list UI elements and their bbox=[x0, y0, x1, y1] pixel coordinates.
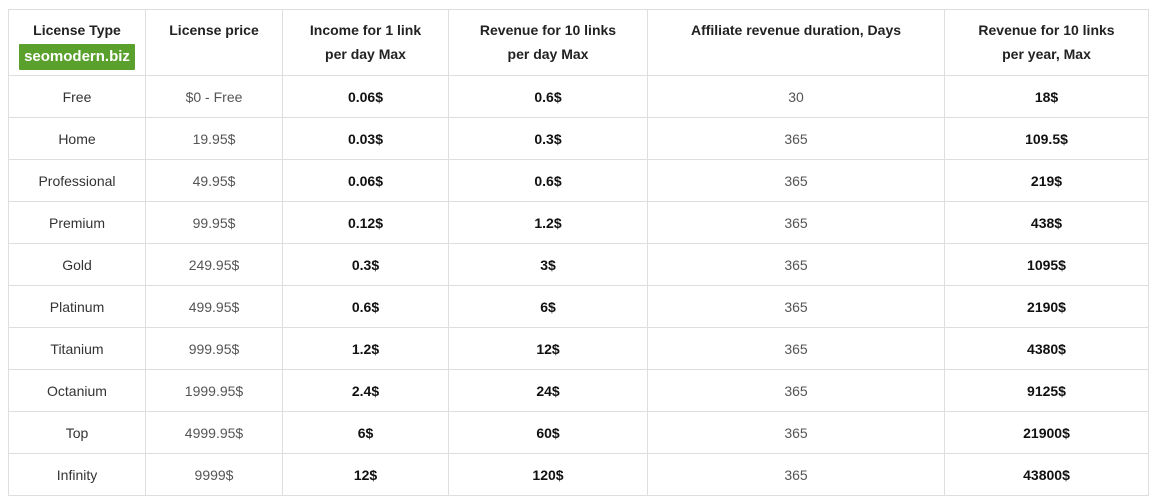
cell-license-type: Top bbox=[8, 411, 146, 454]
cell-revenue-10-links-day: 0.6$ bbox=[448, 75, 648, 118]
cell-revenue-10-links-day: 120$ bbox=[448, 453, 648, 496]
table-row: Titanium 999.95$ 1.2$ 12$ 365 4380$ bbox=[8, 327, 1149, 370]
table-row: Platinum 499.95$ 0.6$ 6$ 365 2190$ bbox=[8, 285, 1149, 328]
cell-income-1-link: 0.03$ bbox=[282, 117, 449, 160]
cell-license-type: Home bbox=[8, 117, 146, 160]
cell-license-type: Free bbox=[8, 75, 146, 118]
table-body: Free $0 - Free 0.06$ 0.6$ 30 18$ Home 19… bbox=[8, 75, 1149, 496]
cell-license-price: 999.95$ bbox=[145, 327, 283, 370]
header-revenue-10-links-year-line2: per year, Max bbox=[1002, 46, 1091, 62]
cell-affiliate-duration: 365 bbox=[647, 453, 945, 496]
cell-license-type: Infinity bbox=[8, 453, 146, 496]
header-revenue-10-links-day-line2: per day Max bbox=[507, 46, 589, 62]
cell-revenue-10-links-year: 438$ bbox=[944, 201, 1149, 244]
cell-income-1-link: 0.3$ bbox=[282, 243, 449, 286]
cell-license-price: $0 - Free bbox=[145, 75, 283, 118]
cell-income-1-link: 0.6$ bbox=[282, 285, 449, 328]
header-income-1-link-line2: per day Max bbox=[325, 46, 406, 62]
cell-license-type: Titanium bbox=[8, 327, 146, 370]
cell-revenue-10-links-day: 24$ bbox=[448, 369, 648, 412]
table-row: Free $0 - Free 0.06$ 0.6$ 30 18$ bbox=[8, 75, 1149, 118]
header-affiliate-duration: Affiliate revenue duration, Days bbox=[647, 9, 945, 76]
cell-affiliate-duration: 365 bbox=[647, 117, 945, 160]
cell-revenue-10-links-day: 6$ bbox=[448, 285, 648, 328]
cell-affiliate-duration: 365 bbox=[647, 201, 945, 244]
license-table: License Type seomodern.biz License price… bbox=[8, 9, 1149, 496]
cell-revenue-10-links-day: 0.3$ bbox=[448, 117, 648, 160]
cell-license-price: 19.95$ bbox=[145, 117, 283, 160]
cell-affiliate-duration: 30 bbox=[647, 75, 945, 118]
header-income-1-link-line1: Income for 1 link bbox=[309, 22, 422, 38]
table-row: Gold 249.95$ 0.3$ 3$ 365 1095$ bbox=[8, 243, 1149, 286]
cell-revenue-10-links-year: 21900$ bbox=[944, 411, 1149, 454]
cell-revenue-10-links-year: 43800$ bbox=[944, 453, 1149, 496]
cell-license-price: 9999$ bbox=[145, 453, 283, 496]
header-revenue-10-links-day: Revenue for 10 links per day Max bbox=[448, 9, 648, 76]
license-table-container: License Type seomodern.biz License price… bbox=[8, 9, 1149, 496]
cell-revenue-10-links-year: 9125$ bbox=[944, 369, 1149, 412]
brand-badge: seomodern.biz bbox=[19, 44, 135, 70]
header-revenue-10-links-year-line1: Revenue for 10 links bbox=[978, 22, 1115, 38]
cell-affiliate-duration: 365 bbox=[647, 159, 945, 202]
cell-license-price: 49.95$ bbox=[145, 159, 283, 202]
header-license-type: License Type seomodern.biz bbox=[8, 9, 146, 76]
table-row: Professional 49.95$ 0.06$ 0.6$ 365 219$ bbox=[8, 159, 1149, 202]
cell-license-price: 1999.95$ bbox=[145, 369, 283, 412]
cell-revenue-10-links-day: 0.6$ bbox=[448, 159, 648, 202]
cell-income-1-link: 2.4$ bbox=[282, 369, 449, 412]
header-income-1-link: Income for 1 link per day Max bbox=[282, 9, 449, 76]
cell-license-price: 99.95$ bbox=[145, 201, 283, 244]
cell-revenue-10-links-year: 4380$ bbox=[944, 327, 1149, 370]
table-row: Octanium 1999.95$ 2.4$ 24$ 365 9125$ bbox=[8, 369, 1149, 412]
cell-revenue-10-links-year: 219$ bbox=[944, 159, 1149, 202]
cell-revenue-10-links-day: 12$ bbox=[448, 327, 648, 370]
cell-revenue-10-links-year: 18$ bbox=[944, 75, 1149, 118]
cell-license-price: 4999.95$ bbox=[145, 411, 283, 454]
table-row: Top 4999.95$ 6$ 60$ 365 21900$ bbox=[8, 411, 1149, 454]
cell-affiliate-duration: 365 bbox=[647, 327, 945, 370]
cell-license-type: Octanium bbox=[8, 369, 146, 412]
cell-income-1-link: 1.2$ bbox=[282, 327, 449, 370]
cell-affiliate-duration: 365 bbox=[647, 285, 945, 328]
table-row: Premium 99.95$ 0.12$ 1.2$ 365 438$ bbox=[8, 201, 1149, 244]
cell-license-type: Platinum bbox=[8, 285, 146, 328]
cell-revenue-10-links-year: 2190$ bbox=[944, 285, 1149, 328]
cell-revenue-10-links-year: 109.5$ bbox=[944, 117, 1149, 160]
cell-affiliate-duration: 365 bbox=[647, 243, 945, 286]
header-revenue-10-links-year: Revenue for 10 links per year, Max bbox=[944, 9, 1149, 76]
header-affiliate-duration-label: Affiliate revenue duration, Days bbox=[690, 22, 902, 38]
cell-revenue-10-links-day: 1.2$ bbox=[448, 201, 648, 244]
cell-income-1-link: 0.12$ bbox=[282, 201, 449, 244]
header-revenue-10-links-day-line1: Revenue for 10 links bbox=[479, 22, 617, 38]
table-row: Home 19.95$ 0.03$ 0.3$ 365 109.5$ bbox=[8, 117, 1149, 160]
header-license-price-label: License price bbox=[169, 22, 259, 38]
cell-license-type: Premium bbox=[8, 201, 146, 244]
cell-license-price: 499.95$ bbox=[145, 285, 283, 328]
table-header-row: License Type seomodern.biz License price… bbox=[8, 9, 1149, 76]
header-license-type-label: License Type bbox=[33, 22, 121, 38]
cell-income-1-link: 0.06$ bbox=[282, 159, 449, 202]
cell-revenue-10-links-day: 3$ bbox=[448, 243, 648, 286]
cell-affiliate-duration: 365 bbox=[647, 369, 945, 412]
header-license-price: License price bbox=[145, 9, 283, 76]
cell-revenue-10-links-day: 60$ bbox=[448, 411, 648, 454]
cell-income-1-link: 12$ bbox=[282, 453, 449, 496]
table-row: Infinity 9999$ 12$ 120$ 365 43800$ bbox=[8, 453, 1149, 496]
cell-license-type: Professional bbox=[8, 159, 146, 202]
cell-revenue-10-links-year: 1095$ bbox=[944, 243, 1149, 286]
cell-license-price: 249.95$ bbox=[145, 243, 283, 286]
cell-license-type: Gold bbox=[8, 243, 146, 286]
cell-income-1-link: 6$ bbox=[282, 411, 449, 454]
cell-income-1-link: 0.06$ bbox=[282, 75, 449, 118]
cell-affiliate-duration: 365 bbox=[647, 411, 945, 454]
